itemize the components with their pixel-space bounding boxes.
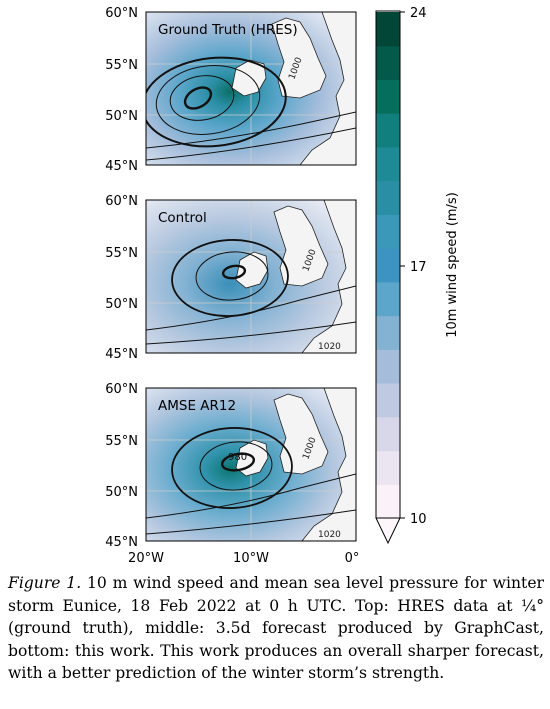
colorbar-tick: 10 — [410, 512, 427, 527]
colorbar-segment — [376, 214, 400, 249]
colorbar-segment — [376, 45, 400, 80]
colorbar-segment — [376, 248, 400, 283]
coastline — [235, 200, 356, 353]
colorbar-segment — [376, 113, 400, 148]
lat-tick: 55°N — [105, 58, 138, 73]
lat-axis: 60°N 55°N 50°N 45°N 60°N 55°N 50°N 45°N … — [105, 6, 138, 550]
panel-label: Ground Truth (HRES) — [158, 22, 298, 38]
colorbar-label: 10m wind speed (m/s) — [445, 192, 460, 338]
colorbar-segment — [376, 146, 400, 182]
colorbar-segment — [376, 180, 400, 215]
panel-ground-truth: 1000 Ground Truth (HRES) — [145, 11, 357, 166]
lat-tick: 60°N — [105, 6, 138, 21]
lon-axis: 20°W 10°W 0° — [128, 551, 359, 566]
colorbar-segment — [376, 349, 400, 384]
isobars — [146, 427, 356, 535]
panel-label: Control — [158, 210, 207, 226]
colorbar-segment — [376, 450, 400, 485]
colorbar-segment — [376, 315, 400, 350]
figure: 1000 Ground Truth (HRES) — [105, 6, 460, 566]
panel-control: 1000 1020 Control — [145, 199, 357, 354]
colorbar-tick: 24 — [410, 6, 427, 21]
lat-tick: 60°N — [105, 382, 138, 397]
colorbar: 24 17 10 10m wind speed (m/s) — [375, 6, 460, 545]
caption-label: Figure 1. — [8, 574, 82, 592]
lon-tick: 10°W — [233, 551, 269, 566]
colorbar-segment — [376, 416, 400, 452]
panel-label: AMSE AR12 — [158, 398, 236, 414]
lat-tick: 50°N — [105, 109, 138, 124]
figure-caption: Figure 1. 10 m wind speed and mean sea l… — [8, 572, 544, 685]
colorbar-segment — [376, 484, 400, 519]
lat-tick: 45°N — [105, 159, 138, 174]
isobars — [146, 239, 356, 345]
lon-tick: 0° — [345, 551, 360, 566]
lat-tick: 50°N — [105, 485, 138, 500]
lat-tick: 45°N — [105, 347, 138, 362]
coastline — [235, 388, 356, 541]
coastline — [231, 12, 356, 165]
colorbar-tick: 17 — [410, 260, 427, 275]
colorbar-segment — [376, 281, 400, 317]
colorbar-segment — [376, 383, 400, 418]
colorbar-segments — [376, 12, 400, 519]
isobar-label: 1020 — [318, 342, 341, 352]
panel-amse-ar12: 980 1000 1020 AMSE AR12 — [145, 387, 357, 542]
isobars — [146, 56, 356, 161]
lat-tick: 45°N — [105, 535, 138, 550]
lat-tick: 60°N — [105, 194, 138, 209]
lat-tick: 55°N — [105, 434, 138, 449]
isobar-label: 980 — [228, 452, 247, 463]
colorbar-extend-arrow — [375, 517, 401, 545]
lat-tick: 55°N — [105, 246, 138, 261]
lat-tick: 50°N — [105, 297, 138, 312]
isobar-label: 1020 — [318, 530, 341, 540]
lon-tick: 20°W — [128, 551, 164, 566]
caption-text: 10 m wind speed and mean sea level press… — [8, 574, 545, 682]
colorbar-segment — [376, 79, 400, 114]
colorbar-segment — [376, 12, 400, 47]
